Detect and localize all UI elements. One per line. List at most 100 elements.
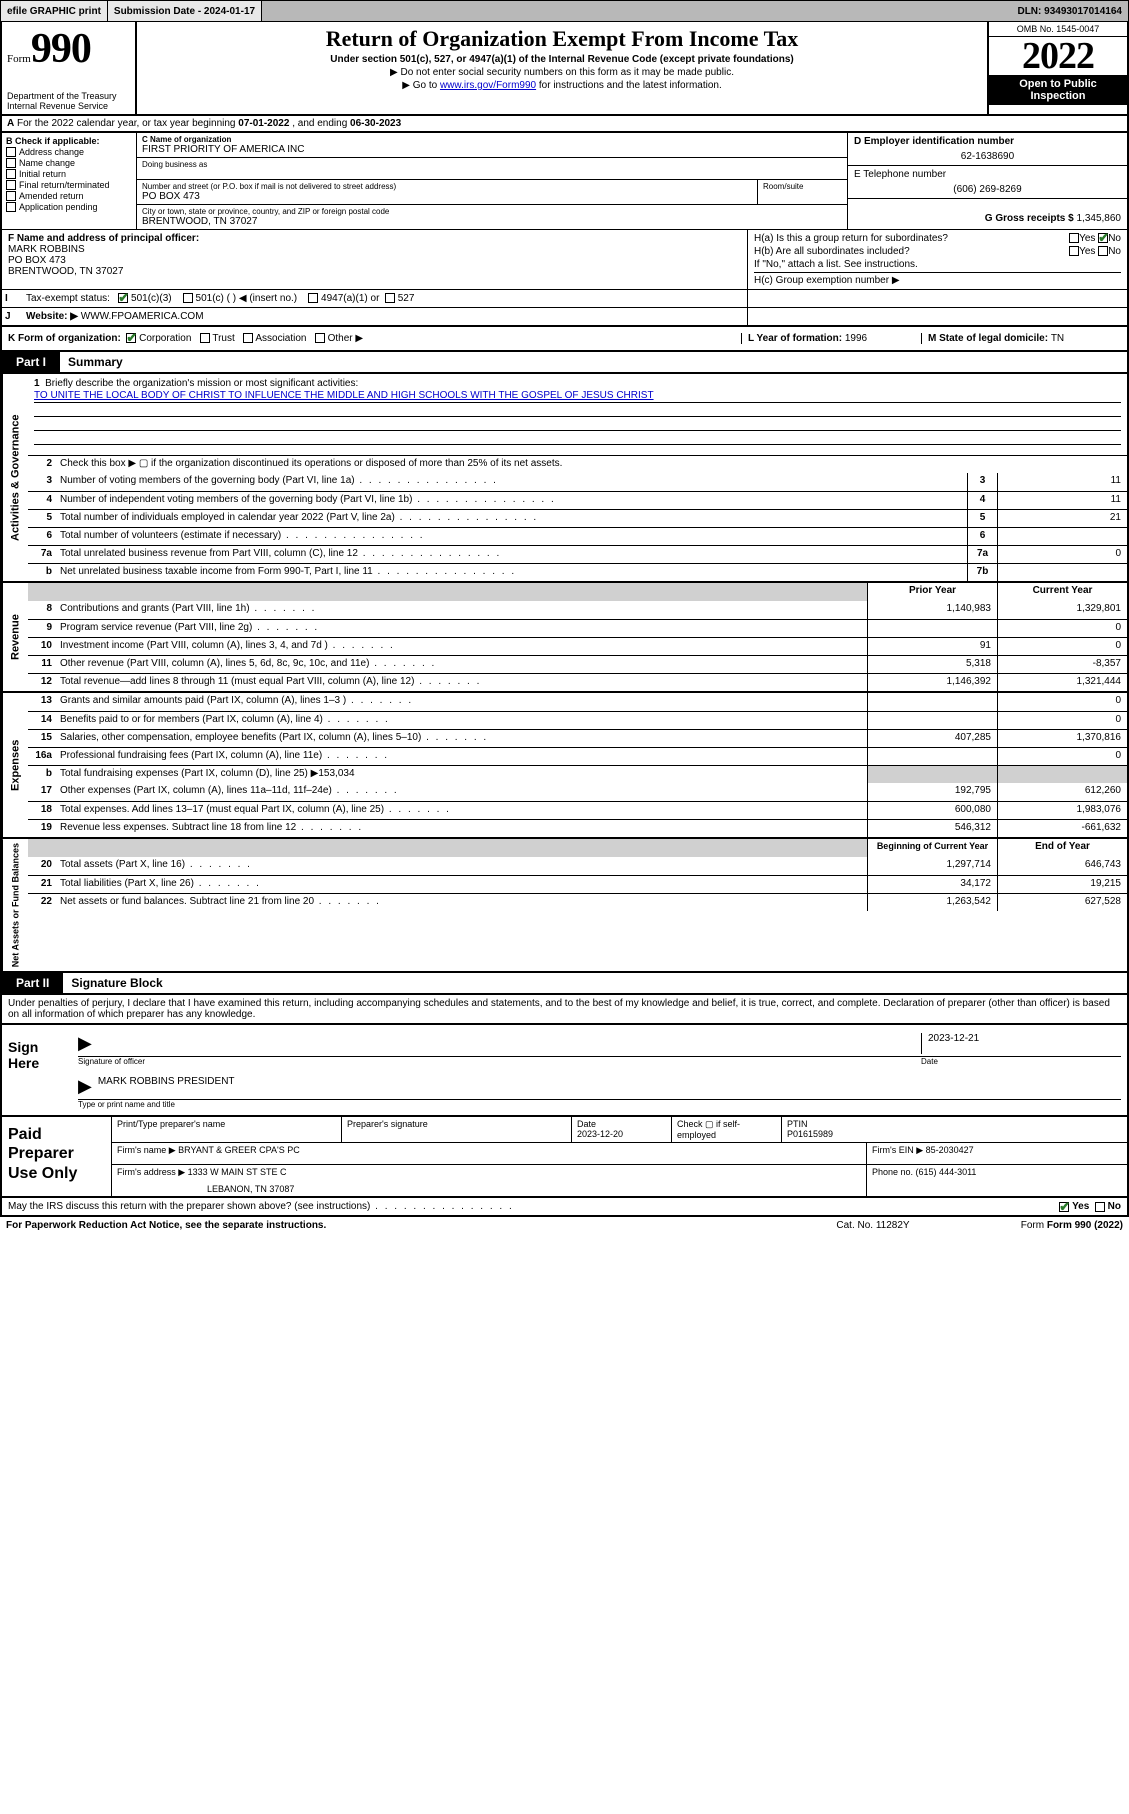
- line-15-desc: Salaries, other compensation, employee b…: [56, 730, 867, 747]
- firm-ein: 85-2030427: [926, 1145, 974, 1155]
- chk-501c3[interactable]: [118, 293, 128, 303]
- line-4-desc: Number of independent voting members of …: [56, 492, 967, 509]
- chk-final-return[interactable]: [6, 180, 16, 190]
- line-7a-desc: Total unrelated business revenue from Pa…: [56, 546, 967, 563]
- chk-address-change[interactable]: [6, 147, 16, 157]
- sign-here-block: Sign Here ▶ 2023-12-21 Signature of offi…: [0, 1025, 1129, 1116]
- line-6-desc: Total number of volunteers (estimate if …: [56, 528, 967, 545]
- line-17-prior: 192,795: [867, 783, 997, 801]
- m-state: TN: [1051, 333, 1064, 344]
- part1-title: Summary: [60, 352, 131, 372]
- chk-trust[interactable]: [200, 333, 210, 343]
- f-block: F Name and address of principal officer:…: [2, 230, 747, 289]
- line-5-desc: Total number of individuals employed in …: [56, 510, 967, 527]
- row-klm: K Form of organization: Corporation Trus…: [0, 325, 1129, 352]
- line-9-prior: [867, 620, 997, 637]
- j-right-spacer: [747, 308, 1127, 325]
- chk-corp[interactable]: [126, 333, 136, 343]
- prep-selfemp: Check ▢ if self-employed: [672, 1117, 782, 1142]
- line-14-num: 14: [28, 712, 56, 729]
- summary-netassets: Net Assets or Fund Balances Beginning of…: [0, 839, 1129, 973]
- chk-501c[interactable]: [183, 293, 193, 303]
- chk-app-pending[interactable]: [6, 202, 16, 212]
- mission-blank2: [34, 417, 1121, 431]
- line-18-desc: Total expenses. Add lines 13–17 (must eq…: [56, 802, 867, 819]
- sig-arrow-icon: ▶: [78, 1033, 92, 1054]
- chk-initial-return[interactable]: [6, 169, 16, 179]
- officer-addr2: BRENTWOOD, TN 37027: [8, 266, 123, 277]
- officer-name: MARK ROBBINS: [8, 244, 85, 255]
- irs-link[interactable]: www.irs.gov/Form990: [440, 80, 536, 91]
- line-11-prior: 5,318: [867, 656, 997, 673]
- row-a-tax-year: A For the 2022 calendar year, or tax yea…: [0, 116, 1129, 133]
- chk-527[interactable]: [385, 293, 395, 303]
- chk-amended[interactable]: [6, 191, 16, 201]
- line-11-curr: -8,357: [997, 656, 1127, 673]
- chk-name-change[interactable]: [6, 158, 16, 168]
- summary-expenses: Expenses 13 Grants and similar amounts p…: [0, 693, 1129, 839]
- ptin-hdr: PTIN: [787, 1119, 808, 1129]
- row-j: J Website: ▶ WWW.FPOAMERICA.COM: [2, 307, 1127, 325]
- mission-blank1: [34, 403, 1121, 417]
- label-a: A: [7, 118, 14, 129]
- pra-notice: For Paperwork Reduction Act Notice, see …: [6, 1220, 773, 1231]
- e-label: E Telephone number: [854, 169, 946, 180]
- form-footer: Form 990 (2022): [1047, 1220, 1123, 1231]
- phone-value: (606) 269-8269: [854, 184, 1121, 195]
- firm-addr1: 1333 W MAIN ST STE C: [188, 1167, 287, 1177]
- hb-no[interactable]: [1098, 246, 1108, 256]
- firm-addr2: LEBANON, TN 37087: [117, 1178, 861, 1194]
- j-text: Website: ▶: [26, 311, 81, 322]
- form-subtitle: Under section 501(c), 527, or 4947(a)(1)…: [143, 54, 981, 65]
- form-header: Form990 Department of the Treasury Inter…: [0, 22, 1129, 116]
- chk-other[interactable]: [315, 333, 325, 343]
- k-other: Other ▶: [328, 333, 363, 344]
- chk-assoc[interactable]: [243, 333, 253, 343]
- header-middle: Return of Organization Exempt From Incom…: [137, 22, 987, 114]
- header-right: OMB No. 1545-0047 2022 Open to Public In…: [987, 22, 1127, 114]
- line-b-box: 7b: [967, 564, 997, 581]
- i-right-spacer: [747, 290, 1127, 307]
- efile-print-button[interactable]: efile GRAPHIC print: [1, 1, 108, 21]
- chk-4947[interactable]: [308, 293, 318, 303]
- header-left: Form990 Department of the Treasury Inter…: [2, 22, 137, 114]
- sig-officer-caption: Signature of officer: [78, 1057, 921, 1066]
- k-label: K Form of organization:: [8, 333, 121, 344]
- line-16a-desc: Professional fundraising fees (Part IX, …: [56, 748, 867, 765]
- g-label: G Gross receipts $: [985, 213, 1077, 224]
- k-corp: Corporation: [139, 333, 191, 344]
- line-8-prior: 1,140,983: [867, 601, 997, 619]
- prep-date-hdr: Date: [577, 1119, 596, 1129]
- summary-governance: Activities & Governance 1 Briefly descri…: [0, 374, 1129, 583]
- line-10-desc: Investment income (Part VIII, column (A)…: [56, 638, 867, 655]
- line-16a-curr: 0: [997, 748, 1127, 765]
- ha-yes[interactable]: [1069, 233, 1079, 243]
- line-15-curr: 1,370,816: [997, 730, 1127, 747]
- discuss-yes[interactable]: [1059, 1202, 1069, 1212]
- submission-date-button[interactable]: Submission Date - 2024-01-17: [108, 1, 262, 21]
- officer-addr1: PO BOX 473: [8, 255, 66, 266]
- a-end: 06-30-2023: [350, 118, 401, 129]
- line-21-prior: 34,172: [867, 876, 997, 893]
- line-7a-num: 7a: [28, 546, 56, 563]
- hb-yes[interactable]: [1069, 246, 1079, 256]
- part2-tab: Part II: [2, 973, 63, 993]
- discuss-text: May the IRS discuss this return with the…: [8, 1201, 514, 1212]
- line16b: Total fundraising expenses (Part IX, col…: [56, 766, 867, 783]
- line-19-num: 19: [28, 820, 56, 837]
- b-label: B Check if applicable:: [6, 136, 132, 146]
- discuss-no[interactable]: [1095, 1202, 1105, 1212]
- row-f-h: F Name and address of principal officer:…: [0, 229, 1129, 289]
- line-4-box: 4: [967, 492, 997, 509]
- side-governance: Activities & Governance: [2, 374, 28, 581]
- sig-date-caption: Date: [921, 1057, 1121, 1066]
- line-5-box: 5: [967, 510, 997, 527]
- open-inspection: Open to Public Inspection: [989, 75, 1127, 105]
- line-22-desc: Net assets or fund balances. Subtract li…: [56, 894, 867, 911]
- line-13-prior: [867, 693, 997, 711]
- line-3-num: 3: [28, 473, 56, 491]
- paid-preparer-block: Paid Preparer Use Only Print/Type prepar…: [0, 1116, 1129, 1198]
- ha-no[interactable]: [1098, 233, 1108, 243]
- col-degh: D Employer identification number 62-1638…: [847, 133, 1127, 229]
- hb-no-l: No: [1108, 246, 1121, 257]
